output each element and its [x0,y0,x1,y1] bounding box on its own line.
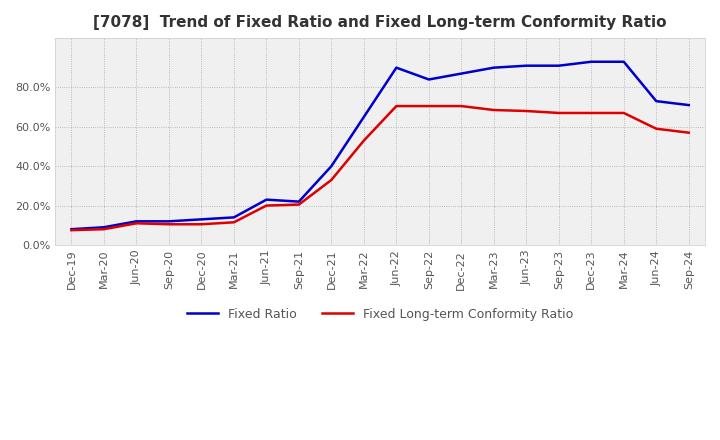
Line: Fixed Long-term Conformity Ratio: Fixed Long-term Conformity Ratio [71,106,689,230]
Fixed Long-term Conformity Ratio [554,110,563,116]
Fixed Ratio [99,224,108,230]
Fixed Long-term Conformity Ratio [327,177,336,183]
Fixed Long-term Conformity Ratio [197,222,206,227]
Fixed Ratio [619,59,628,64]
Fixed Ratio [425,77,433,82]
Fixed Ratio [359,114,368,120]
Fixed Ratio [132,219,141,224]
Fixed Long-term Conformity Ratio [587,110,595,116]
Title: [7078]  Trend of Fixed Ratio and Fixed Long-term Conformity Ratio: [7078] Trend of Fixed Ratio and Fixed Lo… [94,15,667,30]
Fixed Ratio [457,71,466,76]
Fixed Ratio [197,217,206,222]
Fixed Ratio [230,215,238,220]
Fixed Ratio [490,65,498,70]
Fixed Long-term Conformity Ratio [67,227,76,233]
Fixed Long-term Conformity Ratio [132,220,141,226]
Fixed Long-term Conformity Ratio [652,126,660,132]
Fixed Long-term Conformity Ratio [619,110,628,116]
Fixed Ratio [327,164,336,169]
Fixed Long-term Conformity Ratio [262,203,271,208]
Fixed Ratio [262,197,271,202]
Legend: Fixed Ratio, Fixed Long-term Conformity Ratio: Fixed Ratio, Fixed Long-term Conformity … [182,303,578,326]
Fixed Long-term Conformity Ratio [425,103,433,109]
Fixed Ratio [294,199,303,204]
Fixed Long-term Conformity Ratio [230,220,238,225]
Fixed Long-term Conformity Ratio [392,103,401,109]
Line: Fixed Ratio: Fixed Ratio [71,62,689,229]
Fixed Ratio [652,99,660,104]
Fixed Long-term Conformity Ratio [99,227,108,232]
Fixed Long-term Conformity Ratio [294,202,303,207]
Fixed Long-term Conformity Ratio [359,138,368,143]
Fixed Long-term Conformity Ratio [490,107,498,113]
Fixed Long-term Conformity Ratio [685,130,693,136]
Fixed Ratio [685,103,693,108]
Fixed Long-term Conformity Ratio [165,222,174,227]
Fixed Long-term Conformity Ratio [457,103,466,109]
Fixed Ratio [554,63,563,68]
Fixed Long-term Conformity Ratio [522,108,531,114]
Fixed Ratio [67,227,76,232]
Fixed Ratio [165,219,174,224]
Fixed Ratio [522,63,531,68]
Fixed Ratio [392,65,401,70]
Fixed Ratio [587,59,595,64]
